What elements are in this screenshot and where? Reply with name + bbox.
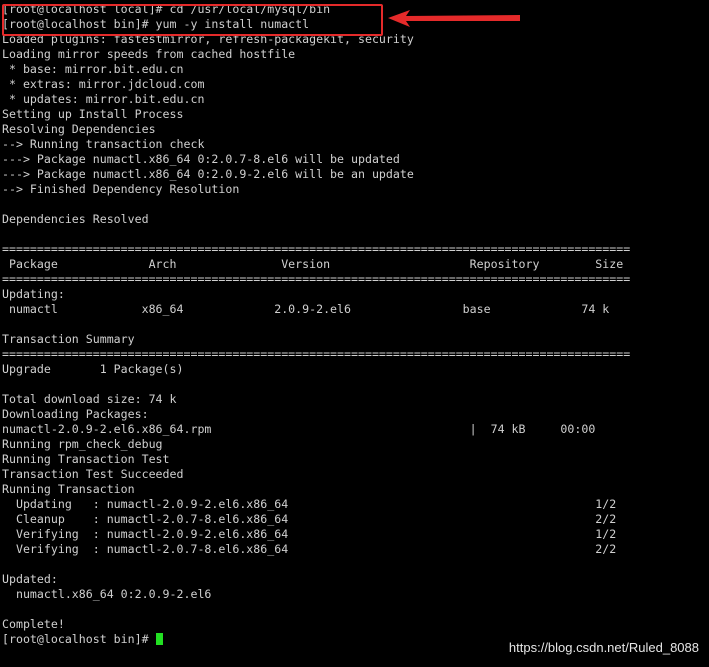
terminal-line: ---> Package numactl.x86_64 0:2.0.7-8.el…	[2, 152, 400, 166]
terminal-line: --> Running transaction check	[2, 137, 205, 151]
terminal-line: Cleanup : numactl-2.0.7-8.el6.x86_64 2/2	[2, 512, 617, 526]
terminal-line: Downloading Packages:	[2, 407, 149, 421]
terminal-line: Loading mirror speeds from cached hostfi…	[2, 47, 296, 61]
terminal-line: numactl-2.0.9-2.el6.x86_64.rpm | 74 kB 0…	[2, 422, 596, 436]
terminal-line: --> Finished Dependency Resolution	[2, 182, 240, 196]
terminal-line	[2, 197, 630, 212]
terminal-line: ========================================…	[2, 347, 631, 361]
terminal-line: Updating:	[2, 287, 65, 301]
terminal-line: Running Transaction Test	[2, 452, 170, 466]
cursor-icon	[155, 633, 163, 645]
terminal-line	[2, 377, 630, 392]
terminal-line: numactl.x86_64 0:2.0.9-2.el6	[2, 587, 212, 601]
terminal-line: Transaction Test Succeeded	[2, 467, 184, 481]
highlight-box	[2, 4, 383, 36]
terminal-line: Complete!	[2, 617, 65, 631]
terminal-line: Upgrade 1 Package(s)	[2, 362, 184, 376]
terminal-line: Setting up Install Process	[2, 107, 184, 121]
terminal-line	[2, 602, 630, 617]
terminal-line: * base: mirror.bit.edu.cn	[2, 62, 184, 76]
terminal-line: Resolving Dependencies	[2, 122, 156, 136]
prompt: [root@localhost bin]#	[2, 632, 156, 646]
terminal-line: Running Transaction	[2, 482, 135, 496]
terminal-line: * extras: mirror.jdcloud.com	[2, 77, 205, 91]
terminal-line: numactl x86_64 2.0.9-2.el6 base 74 k	[2, 302, 610, 316]
terminal-line: ---> Package numactl.x86_64 0:2.0.9-2.el…	[2, 167, 414, 181]
terminal-line	[2, 317, 630, 332]
terminal-line: Dependencies Resolved	[2, 212, 149, 226]
terminal-line: Verifying : numactl-2.0.9-2.el6.x86_64 1…	[2, 527, 617, 541]
terminal-line: ========================================…	[2, 272, 631, 286]
watermark: https://blog.csdn.net/Ruled_8088	[508, 640, 699, 655]
terminal-output: [root@localhost local]# cd /usr/local/my…	[2, 2, 630, 647]
terminal-line: Running rpm_check_debug	[2, 437, 163, 451]
terminal-line	[2, 557, 630, 572]
prompt-line[interactable]: [root@localhost bin]#	[2, 632, 630, 647]
arrow-annotation-icon	[388, 10, 520, 27]
terminal-line: Updated:	[2, 572, 58, 586]
terminal-line: Total download size: 74 k	[2, 392, 177, 406]
terminal-line: Transaction Summary	[2, 332, 135, 346]
terminal-line: Package Arch Version Repository Size	[2, 257, 624, 271]
terminal-line	[2, 227, 630, 242]
terminal-line: * updates: mirror.bit.edu.cn	[2, 92, 205, 106]
terminal-line: Updating : numactl-2.0.9-2.el6.x86_64 1/…	[2, 497, 617, 511]
terminal-line: [root@localhost bin]# yum -y install num…	[2, 17, 310, 31]
terminal-line: Verifying : numactl-2.0.7-8.el6.x86_64 2…	[2, 542, 617, 556]
terminal-line: ========================================…	[2, 242, 631, 256]
